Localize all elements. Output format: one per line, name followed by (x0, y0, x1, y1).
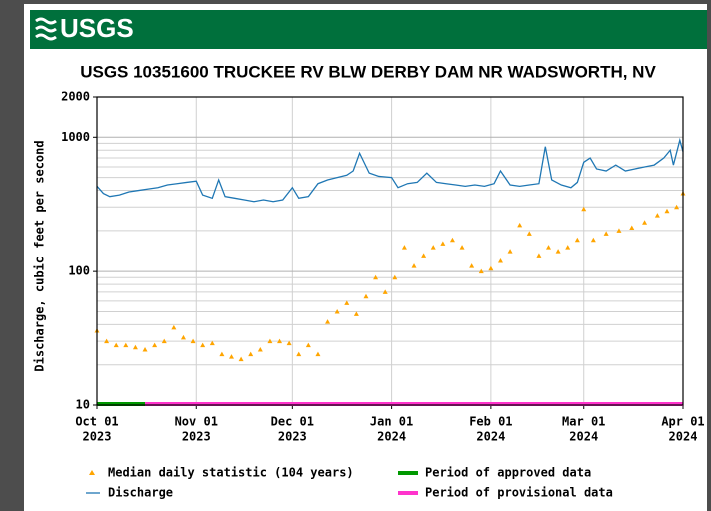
legend-label: Period of approved data (425, 466, 591, 480)
median-point (267, 338, 273, 344)
median-point (171, 324, 177, 330)
median-point (104, 338, 110, 344)
median-point (629, 225, 635, 231)
x-tick-label: 2024 (569, 430, 598, 444)
median-point (190, 338, 196, 344)
median-point (526, 231, 532, 236)
median-point (209, 340, 215, 346)
x-tick-label: Jan 01 (370, 415, 413, 429)
median-point (469, 263, 475, 268)
median-point (603, 231, 609, 236)
median-point (664, 208, 670, 214)
discharge-line (96, 137, 684, 203)
median-point (401, 245, 407, 250)
median-point (315, 351, 321, 357)
median-point (488, 265, 494, 271)
median-point (497, 258, 503, 263)
x-tick-label: 2024 (476, 430, 505, 444)
median-point (616, 228, 622, 233)
period-bar (145, 402, 684, 406)
median-point (654, 213, 660, 218)
median-point (344, 300, 350, 305)
median-point (248, 351, 254, 357)
x-tick-label: 2024 (377, 430, 406, 444)
median-point (430, 245, 436, 250)
panel (24, 4, 707, 511)
x-tick-label: Dec 01 (271, 415, 314, 429)
period-bar (97, 402, 146, 406)
y-tick-label: 1000 (61, 130, 90, 144)
median-point (180, 334, 186, 340)
x-tick-label: Oct 01 (75, 415, 118, 429)
median-point (421, 253, 427, 258)
legend-marker (89, 470, 95, 475)
median-point (152, 342, 158, 348)
median-point (590, 237, 596, 243)
median-point (228, 354, 234, 359)
median-point (517, 222, 523, 228)
x-tick-label: 2024 (669, 430, 698, 444)
median-point (277, 338, 283, 344)
median-point (642, 220, 648, 225)
median-point (459, 245, 465, 250)
x-tick-label: 2023 (83, 430, 112, 444)
median-point (373, 274, 379, 280)
x-tick-label: Feb 01 (469, 415, 512, 429)
median-point (574, 237, 580, 243)
median-point (440, 241, 446, 246)
x-tick-label: 2023 (182, 430, 211, 444)
median-point (219, 351, 225, 357)
y-tick-label: 2000 (61, 90, 90, 104)
median-point (353, 311, 359, 316)
median-point (392, 274, 398, 280)
plot-frame (96, 96, 684, 406)
median-point (363, 293, 369, 299)
chart-title: USGS 10351600 TRUCKEE RV BLW DERBY DAM N… (80, 62, 656, 81)
header-bar (30, 10, 707, 49)
median-point (536, 253, 542, 258)
median-point (581, 206, 587, 212)
median-point (296, 351, 302, 357)
median-point (305, 342, 311, 348)
median-point (142, 346, 148, 352)
x-tick-label: 2023 (278, 430, 307, 444)
median-point (565, 245, 571, 250)
y-tick-label: 10 (76, 398, 90, 412)
legend-label: Median daily statistic (104 years) (108, 466, 354, 480)
legend-label: Discharge (108, 486, 173, 500)
y-tick-label: 100 (68, 264, 90, 278)
y-axis-label: Discharge, cubic feet per second (33, 140, 47, 371)
median-point (286, 340, 292, 346)
median-point (555, 249, 561, 254)
median-point (325, 319, 331, 324)
median-point (382, 289, 388, 294)
median-point (546, 245, 552, 250)
x-tick-label: Apr 01 (661, 415, 704, 429)
median-point (161, 338, 167, 344)
x-tick-label: Nov 01 (175, 415, 218, 429)
median-point (478, 268, 484, 274)
x-tick-label: Mar 01 (562, 415, 605, 429)
median-point (507, 249, 513, 254)
median-point (238, 356, 244, 362)
logo-text: USGS (60, 13, 134, 43)
median-point (449, 237, 455, 243)
median-point (257, 346, 263, 352)
median-point (123, 342, 129, 348)
legend-label: Period of provisional data (425, 486, 613, 500)
median-point (411, 263, 417, 268)
median-point (132, 344, 138, 350)
logo-waves (35, 17, 57, 41)
median-point (113, 342, 119, 348)
median-point (200, 342, 206, 348)
median-point (674, 204, 680, 210)
median-point (334, 308, 340, 314)
